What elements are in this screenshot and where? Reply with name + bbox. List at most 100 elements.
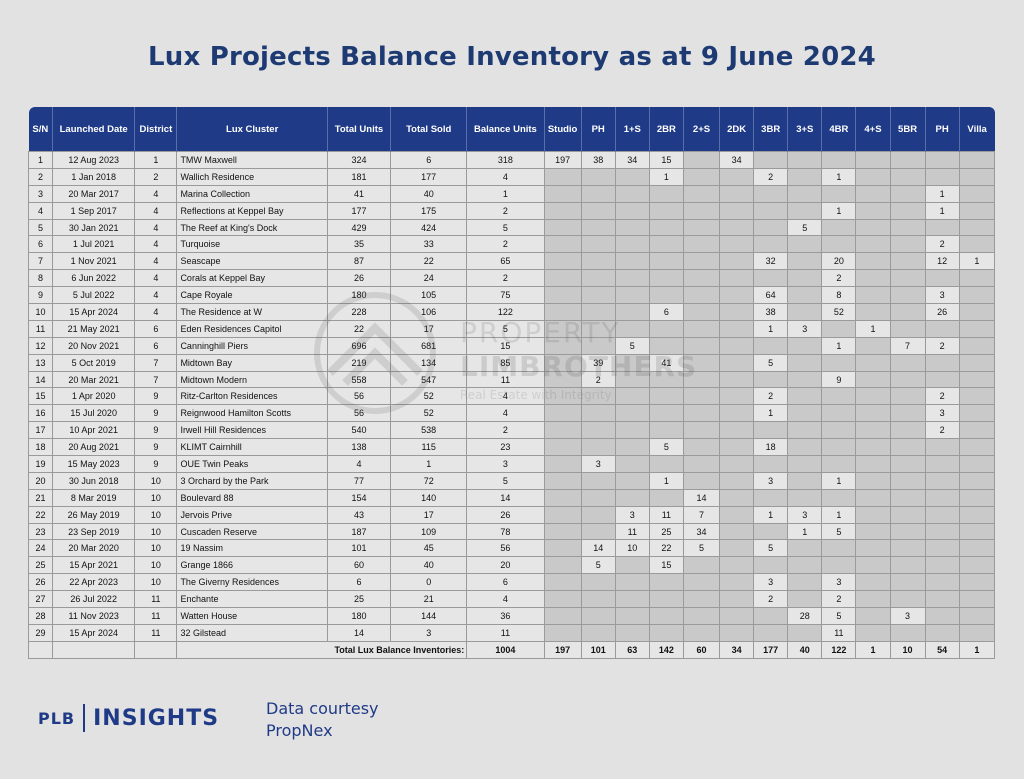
table-cell	[543, 252, 582, 271]
table-cell: 3	[614, 505, 650, 524]
table-cell: 75	[466, 286, 545, 305]
table-cell: 21	[27, 488, 54, 507]
table-header: S/N Launched Date District Lux Cluster Total…	[28, 107, 995, 152]
total-value: 63	[614, 640, 650, 659]
table-cell	[855, 370, 891, 389]
table-cell	[855, 269, 891, 288]
table-cell: 2	[753, 167, 789, 186]
table-cell: 24	[390, 269, 468, 288]
table-cell: 5	[787, 218, 823, 237]
table-cell	[924, 623, 960, 642]
table-row: 12 20 Nov 2021 6 Canninghill Piers 696 681 15 5…	[27, 336, 996, 355]
column-header: Villa	[959, 107, 995, 152]
table-cell: 0	[390, 573, 468, 592]
table-cell	[958, 286, 996, 305]
table-cell	[924, 151, 960, 169]
table-cell	[855, 505, 891, 524]
table-cell: 3	[924, 404, 960, 423]
table-cell: 20 Mar 2021	[52, 370, 136, 389]
table-cell: 8 Mar 2019	[52, 488, 136, 507]
table-cell	[648, 607, 684, 625]
table-cell	[543, 269, 582, 288]
table-cell: 4	[134, 218, 178, 237]
table-cell	[543, 235, 582, 254]
table-cell	[889, 387, 926, 406]
table-cell	[682, 151, 721, 169]
table-row: 23 23 Sep 2019 10 Cuscaden Reserve 187 109 78 1…	[27, 522, 996, 541]
table-cell	[889, 167, 926, 186]
table-cell	[753, 607, 789, 625]
logo-divider	[83, 704, 86, 732]
table-cell: 4	[466, 404, 545, 423]
table-cell: 32 Gilstead	[176, 623, 328, 642]
table-cell	[648, 218, 684, 237]
table-cell: 2	[821, 269, 857, 288]
table-cell: 7	[889, 336, 926, 355]
table-cell	[889, 539, 926, 558]
table-cell	[719, 353, 755, 372]
total-value: 197	[543, 640, 582, 659]
table-cell: 3 Orchard by the Park	[176, 471, 328, 490]
table-cell	[682, 556, 721, 575]
table-cell: 12	[27, 336, 54, 355]
table-cell: 34	[719, 151, 755, 169]
table-cell: 6	[466, 573, 545, 592]
table-cell	[889, 370, 926, 389]
table-cell	[580, 319, 616, 338]
table-cell	[958, 539, 996, 558]
table-cell: 7	[682, 505, 721, 524]
table-cell	[543, 303, 582, 321]
table-cell	[787, 336, 823, 355]
table-cell	[580, 269, 616, 288]
table-cell: 10	[134, 488, 178, 507]
table-cell	[719, 336, 755, 355]
table-cell	[682, 235, 721, 254]
table-cell: 681	[390, 336, 468, 355]
table-cell: 25	[648, 522, 684, 541]
table-cell	[889, 573, 926, 592]
table-cell	[719, 370, 755, 389]
table-cell	[855, 590, 891, 609]
table-cell	[855, 471, 891, 490]
table-cell	[580, 336, 616, 355]
table-cell	[648, 184, 684, 203]
table-cell: 3	[787, 505, 823, 524]
table-cell	[787, 556, 823, 575]
table-cell: 36	[466, 607, 545, 625]
table-cell: 20 Nov 2021	[52, 336, 136, 355]
table-cell: 1 Sep 2017	[52, 201, 136, 220]
table-cell: OUE Twin Peaks	[176, 455, 328, 473]
table-cell: 6 Jun 2022	[52, 269, 136, 288]
table-cell	[614, 455, 650, 473]
table-cell: 187	[326, 522, 392, 541]
table-cell	[614, 488, 650, 507]
table-cell	[580, 607, 616, 625]
table-cell	[753, 455, 789, 473]
table-cell	[753, 421, 789, 440]
table-cell: Enchante	[176, 590, 328, 609]
table-cell	[648, 590, 684, 609]
table-cell	[958, 421, 996, 440]
table-cell	[682, 421, 721, 440]
table-cell	[614, 235, 650, 254]
table-cell	[958, 522, 996, 541]
table-cell	[543, 471, 582, 490]
table-cell: Canninghill Piers	[176, 336, 328, 355]
total-value: 10	[889, 640, 926, 659]
table-cell	[787, 286, 823, 305]
table-cell	[682, 336, 721, 355]
table-cell	[614, 623, 650, 642]
table-cell	[889, 269, 926, 288]
table-cell	[855, 556, 891, 575]
table-cell	[543, 421, 582, 440]
table-cell: Cape Royale	[176, 286, 328, 305]
table-cell: 34	[682, 522, 721, 541]
table-cell: 180	[326, 286, 392, 305]
table-cell: 85	[466, 353, 545, 372]
table-cell: 1	[753, 319, 789, 338]
table-cell	[821, 353, 857, 372]
table-cell	[787, 303, 823, 321]
table-cell: 1	[821, 505, 857, 524]
table-cell: 2	[466, 201, 545, 220]
table-cell: 4	[134, 286, 178, 305]
